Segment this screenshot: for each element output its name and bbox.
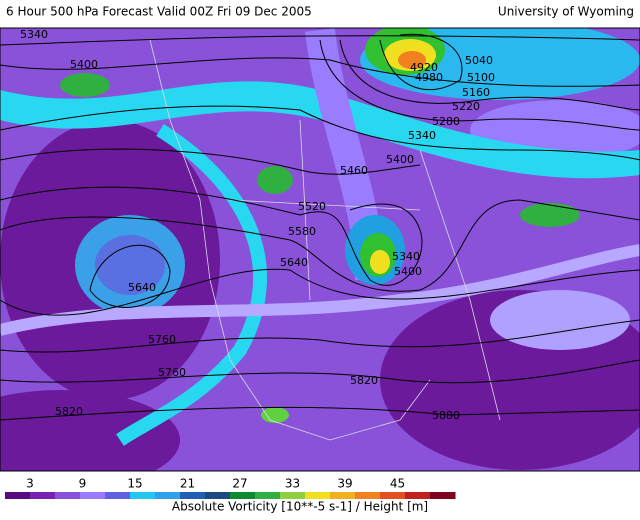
contour-label: 4980 xyxy=(415,71,443,84)
contour-label: 5400 xyxy=(394,265,422,278)
colorbar-swatch xyxy=(80,492,106,499)
source: University of Wyoming xyxy=(498,5,634,19)
colorbar-swatch xyxy=(105,492,131,499)
contour-label: 5100 xyxy=(467,71,495,84)
contour-label: 5820 xyxy=(350,374,378,387)
colorbar-swatch xyxy=(205,492,231,499)
colorbar-tick-label: 15 xyxy=(127,477,142,491)
colorbar-swatch xyxy=(355,492,381,499)
colorbar-caption: Absolute Vorticity [10**-5 s-1] / Height… xyxy=(172,500,428,514)
colorbar-swatch xyxy=(330,492,356,499)
colorbar-tick-label: 45 xyxy=(390,477,405,491)
contour-label: 5880 xyxy=(432,409,460,422)
colorbar-swatch xyxy=(405,492,431,499)
contour-label: 5160 xyxy=(462,86,490,99)
colorbar-tick-label: 33 xyxy=(285,477,300,491)
colorbar-swatch xyxy=(255,492,281,499)
colorbar-swatch xyxy=(130,492,156,499)
colorbar-tick-label: 21 xyxy=(180,477,195,491)
colorbar-swatch xyxy=(230,492,256,499)
contour-label: 5640 xyxy=(280,256,308,269)
colorbar-tick-label: 39 xyxy=(337,477,352,491)
colorbar-tick-label: 27 xyxy=(232,477,247,491)
map xyxy=(0,27,640,472)
colorbar-swatch xyxy=(5,492,31,499)
contour-label: 5580 xyxy=(288,225,316,238)
colorbar-swatch xyxy=(305,492,331,499)
contour-label: 5820 xyxy=(55,405,83,418)
contour-label: 5280 xyxy=(432,115,460,128)
contour-label: 5400 xyxy=(70,58,98,71)
colorbar-swatch xyxy=(280,492,306,499)
contour-label: 5760 xyxy=(148,333,176,346)
contour-label: 5520 xyxy=(298,200,326,213)
colorbar-swatch xyxy=(55,492,81,499)
contour-label: 4920 xyxy=(410,61,438,74)
contour-label: 5760 xyxy=(158,366,186,379)
contour-label: 5400 xyxy=(386,153,414,166)
colorbar-tick-label: 9 xyxy=(79,477,87,491)
title: 6 Hour 500 hPa Forecast Valid 00Z Fri 09… xyxy=(6,5,312,19)
colorbar-swatch xyxy=(380,492,406,499)
contour-label: 5340 xyxy=(392,250,420,263)
colorbar-swatch xyxy=(155,492,181,499)
colorbar: 3 9 15 21 27 33 39 45 xyxy=(5,477,456,499)
contour-label: 5220 xyxy=(452,100,480,113)
colorbar-tick-label: 3 xyxy=(26,477,34,491)
contour-label: 5340 xyxy=(408,129,436,142)
contour-label: 5340 xyxy=(20,28,48,41)
colorbar-swatch xyxy=(180,492,206,499)
contour-label: 5640 xyxy=(128,281,156,294)
contour-label: 5460 xyxy=(340,164,368,177)
colorbar-swatch xyxy=(430,492,456,499)
colorbar-swatch xyxy=(30,492,56,499)
contour-label: 5040 xyxy=(465,54,493,67)
